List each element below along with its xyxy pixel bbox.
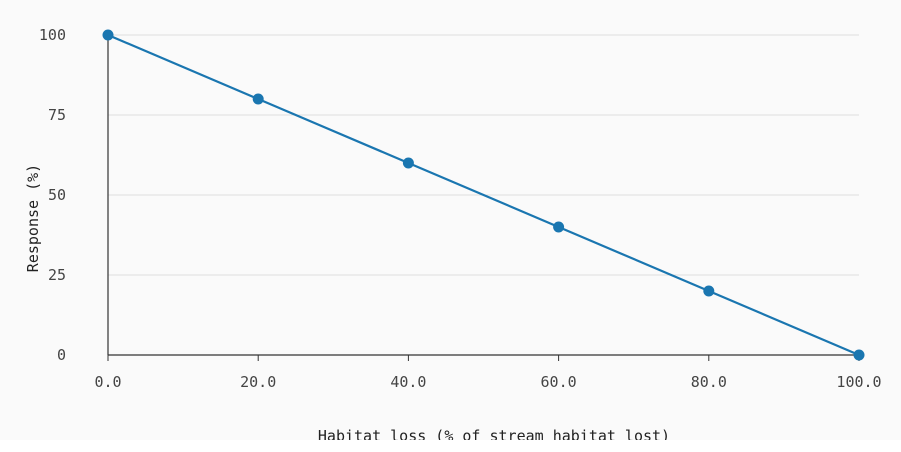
- y-tick-label: 75: [48, 106, 66, 124]
- data-point: [853, 349, 865, 361]
- gridlines: [108, 34, 859, 276]
- data-point: [102, 29, 114, 41]
- x-tick-label: 80.0: [691, 373, 727, 391]
- x-tick-label: 20.0: [240, 373, 276, 391]
- x-tick-label: 60.0: [541, 373, 577, 391]
- y-tick-label: 100: [39, 26, 66, 44]
- bottom-margin: [0, 440, 901, 452]
- data-point: [402, 157, 414, 169]
- x-tick-label: 0.0: [94, 373, 121, 391]
- y-tick-label: 25: [48, 266, 66, 284]
- y-tick-label: 0: [57, 346, 66, 364]
- data-point: [553, 221, 565, 233]
- y-tick-label: 50: [48, 186, 66, 204]
- x-tick-label: 100.0: [836, 373, 881, 391]
- x-tick-label: 40.0: [390, 373, 426, 391]
- y-tick-labels: 0 25 50 75 100: [39, 26, 66, 364]
- y-axis-title: Response (%): [24, 164, 42, 272]
- series: [102, 29, 865, 361]
- data-point: [703, 285, 715, 297]
- axes: [107, 35, 859, 356]
- series-line: [107, 33, 860, 357]
- x-tick-labels: 0.0 20.0 40.0 60.0 80.0 100.0: [94, 355, 882, 391]
- data-point: [252, 93, 264, 105]
